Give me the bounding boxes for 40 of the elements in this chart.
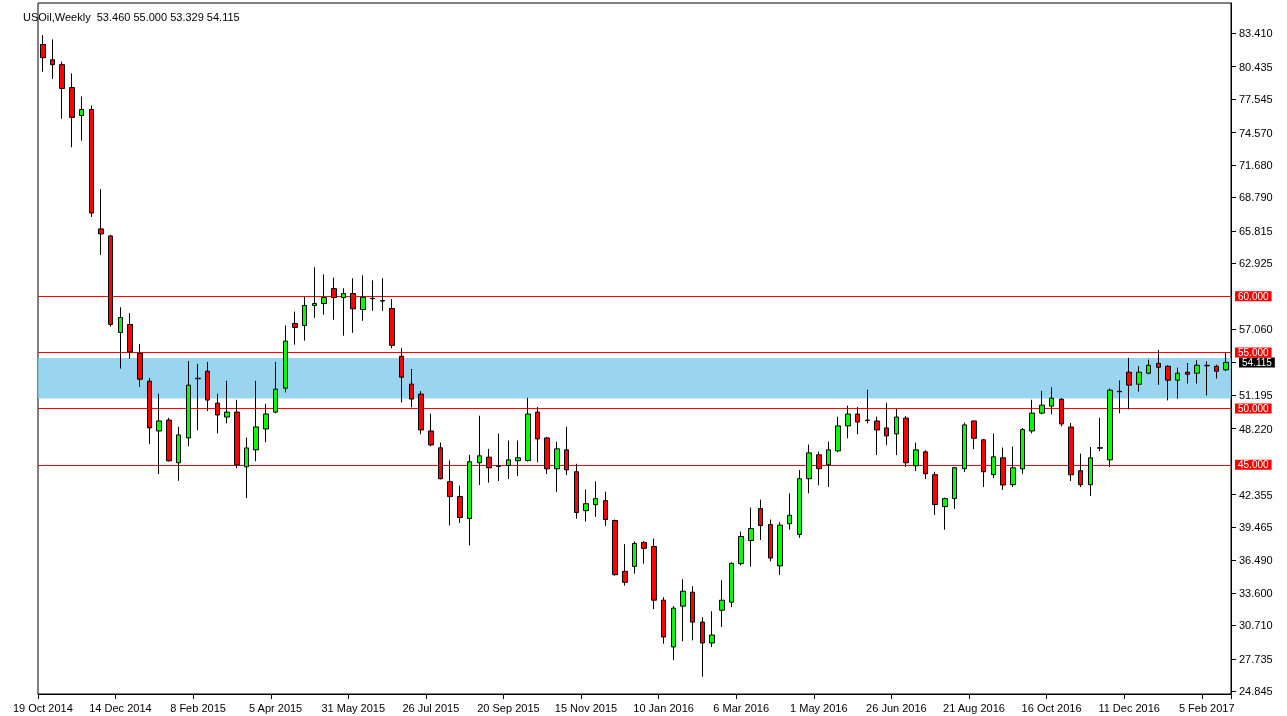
y-tick-label: 74.570: [1239, 126, 1273, 139]
x-tick-label: 1 May 2016: [790, 701, 848, 714]
y-tick-label: 27.735: [1239, 652, 1273, 665]
y-tick-label: 57.060: [1239, 323, 1273, 336]
y-tick-label: 42.355: [1239, 488, 1273, 501]
x-tick-label: 11 Dec 2016: [1098, 701, 1160, 714]
x-tick-label: 26 Jul 2015: [402, 701, 460, 714]
ref-line-label: 50.000: [1238, 403, 1270, 415]
x-tick-label: 19 Oct 2014: [12, 701, 73, 714]
y-tick-label: 80.435: [1239, 60, 1273, 73]
y-tick-label: 77.545: [1239, 93, 1273, 106]
y-tick-label: 65.815: [1239, 224, 1273, 237]
y-tick-label: 24.845: [1239, 685, 1273, 698]
x-tick-label: 15 Nov 2015: [554, 701, 618, 714]
y-tick-label: 68.790: [1239, 191, 1273, 204]
y-tick-label: 36.490: [1239, 554, 1273, 567]
ref-line-label: 45.000: [1238, 459, 1270, 471]
x-tick-label: 5 Feb 2017: [1178, 701, 1235, 714]
y-tick-label: 33.600: [1239, 586, 1273, 599]
y-tick-label: 71.680: [1239, 159, 1273, 172]
x-tick-label: 31 May 2015: [321, 701, 386, 714]
x-tick-label: 10 Jan 2016: [633, 701, 694, 714]
x-tick-label: 21 Aug 2016: [943, 701, 1005, 714]
x-tick-label: 5 Apr 2015: [249, 701, 303, 714]
y-tick-label: 39.465: [1239, 520, 1273, 533]
ref-line-label: 60.000: [1238, 290, 1270, 302]
y-tick-label: 62.925: [1239, 257, 1273, 270]
x-tick-label: 26 Jun 2016: [866, 701, 927, 714]
y-tick-label: 48.220: [1239, 422, 1273, 435]
y-tick-label: 51.195: [1239, 389, 1273, 402]
x-tick-label: 20 Sep 2015: [477, 701, 540, 714]
x-tick-label: 14 Dec 2014: [89, 701, 152, 714]
text: USOil,Weekly 53.460 55.000 53.329 54.115: [23, 10, 240, 23]
y-tick-label: 30.710: [1239, 619, 1273, 632]
x-tick-label: 8 Feb 2015: [170, 701, 226, 714]
ref-line-label: 55.000: [1238, 346, 1270, 358]
y-tick-label: 83.410: [1239, 27, 1273, 40]
x-tick-label: 6 Mar 2016: [713, 701, 770, 714]
y-tick-label: 54.115: [1242, 356, 1273, 368]
x-tick-label: 16 Oct 2016: [1021, 701, 1082, 714]
